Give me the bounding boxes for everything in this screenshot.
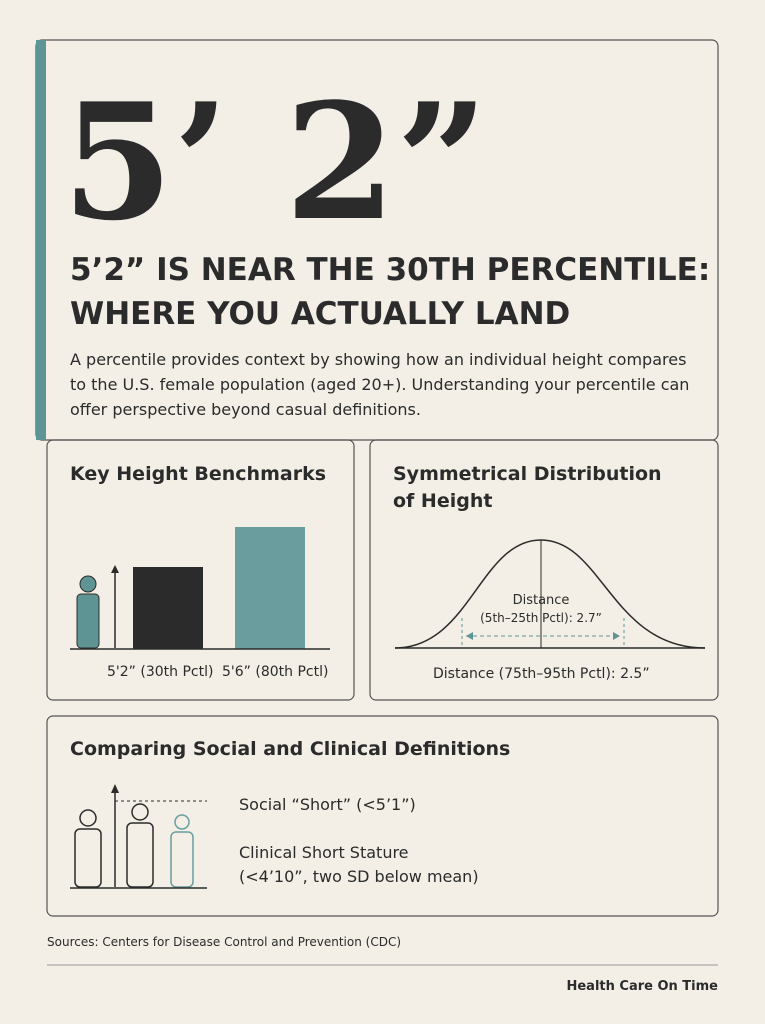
intro-text: offer perspective beyond casual definiti… [70, 400, 421, 419]
distribution-card [369, 439, 719, 701]
accent-bar [36, 40, 46, 440]
definition-text: (<4’10”, two SD below mean) [239, 867, 479, 886]
definitions-card [46, 715, 719, 917]
sources: Sources: Centers for Disease Control and… [47, 935, 401, 949]
brand: Health Care On Time [566, 979, 718, 994]
people-icons [74, 788, 194, 888]
bar-label: 5'2” (30th Pctl) [107, 664, 213, 680]
bar-label: 5'6” (80th Pctl) [222, 664, 328, 680]
bar [133, 567, 203, 649]
intro-text: to the U.S. female population (aged 20+)… [70, 375, 689, 394]
card-title: Key Height Benchmarks [70, 463, 326, 485]
definition-text: Social “Short” (<5’1”) [239, 795, 416, 814]
height-arrow [111, 565, 119, 573]
headline: WHERE YOU ACTUALLY LAND [70, 296, 570, 332]
card-title: Comparing Social and Clinical Definition… [70, 738, 510, 760]
card-title: Symmetrical Distribution [393, 463, 662, 485]
definition-text: Clinical Short Stature [239, 843, 409, 862]
bar [235, 527, 305, 649]
intro-text: A percentile provides context by showing… [70, 350, 686, 369]
height-arrow [111, 784, 119, 793]
headline: 5’2” IS NEAR THE 30TH PERCENTILE: [70, 252, 710, 288]
person-icon [76, 593, 100, 649]
card-title: of Height [393, 490, 492, 512]
curve-label: (5th–25th Pctl): 2.7” [480, 611, 602, 625]
curve-label: Distance [513, 593, 570, 608]
benchmarks-card [46, 439, 355, 701]
curve-label: Distance (75th–95th Pctl): 2.5” [433, 666, 650, 682]
person-icon [79, 575, 97, 593]
hero-height: 5’ 2” [62, 68, 488, 256]
